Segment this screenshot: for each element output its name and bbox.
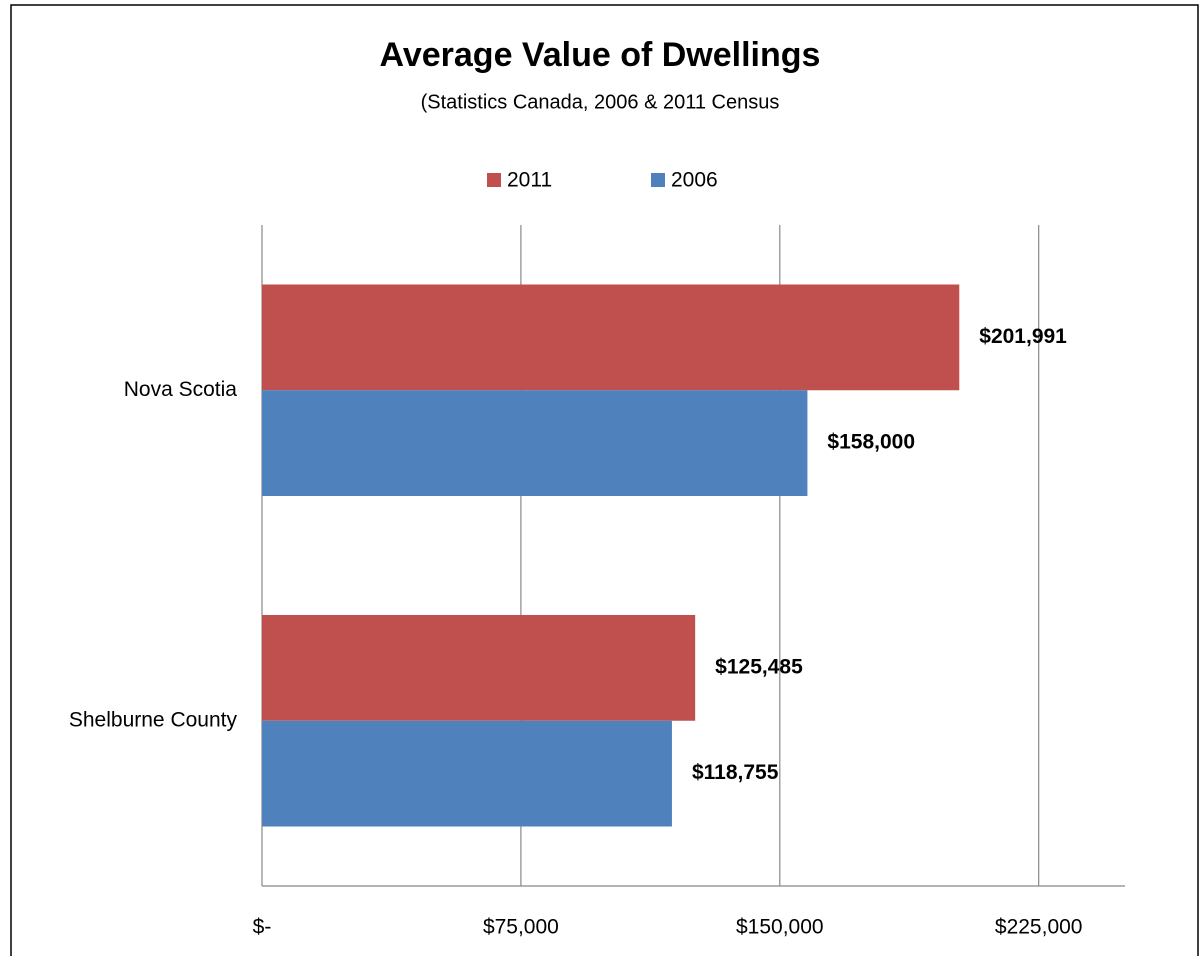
value-label: $125,485 (715, 655, 803, 678)
x-tick-label: $75,000 (483, 916, 559, 939)
bar (262, 614, 696, 721)
value-label: $158,000 (827, 431, 915, 454)
legend-label: 2011 (507, 169, 552, 192)
x-tick-label: $150,000 (736, 916, 824, 939)
bar (262, 284, 960, 391)
chart-title: Average Value of Dwellings (380, 36, 821, 74)
legend-swatch (487, 173, 501, 187)
legend-swatch (651, 173, 665, 187)
y-tick-label: Shelburne County (69, 708, 238, 731)
value-label: $201,991 (979, 325, 1067, 348)
bar (262, 390, 808, 497)
value-label: $118,755 (692, 761, 779, 784)
y-tick-label: Nova Scotia (124, 378, 238, 401)
legend-label: 2006 (671, 169, 718, 192)
x-tick-label: $225,000 (995, 916, 1083, 939)
x-tick-label: $- (253, 916, 272, 939)
chart-subtitle: (Statistics Canada, 2006 & 2011 Census (421, 91, 780, 113)
bar (262, 720, 672, 827)
